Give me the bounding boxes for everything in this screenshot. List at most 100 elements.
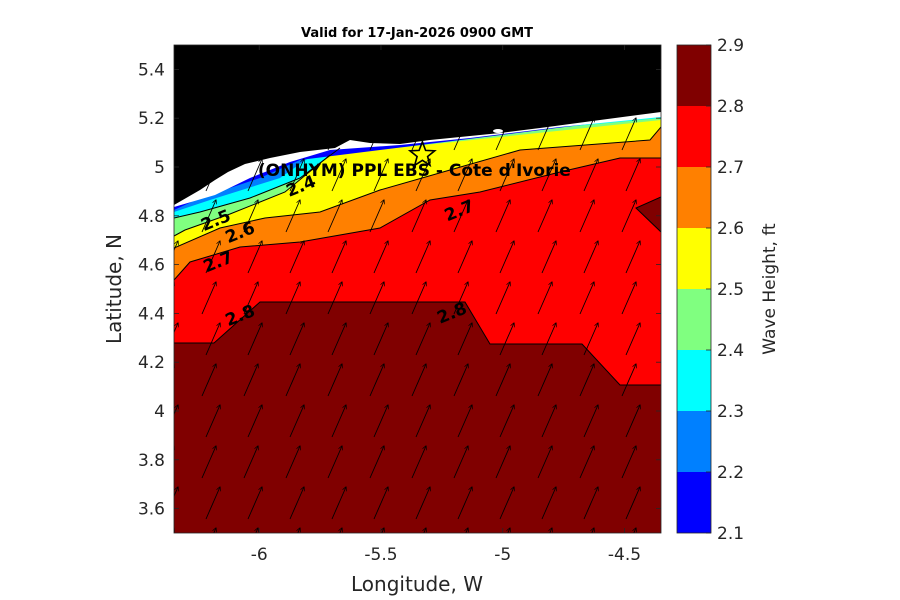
wave-arrow xyxy=(174,77,178,88)
wave-arrow xyxy=(205,405,220,438)
wave-arrow xyxy=(331,487,346,520)
site-star-icon xyxy=(407,139,437,168)
wave-arrow xyxy=(415,487,430,520)
wave-arrow xyxy=(285,364,300,397)
wave-arrow xyxy=(243,446,258,479)
wave-arrow xyxy=(499,487,514,520)
contour-2.4 xyxy=(174,147,341,219)
contour-2.6 xyxy=(174,126,661,249)
x-tick-label: -6 xyxy=(251,545,268,565)
wave-arrow xyxy=(411,364,426,397)
wave-arrow xyxy=(331,405,346,438)
wave-arrow xyxy=(201,200,216,233)
wave-arrow xyxy=(247,77,262,110)
wave-arrow xyxy=(453,118,468,151)
y-axis: 3.6 3.8 4 4.2 4.4 4.6 4.8 5 5.2 5.4 xyxy=(138,60,661,520)
wave-arrow xyxy=(537,364,552,397)
wave-arrow xyxy=(499,323,514,356)
wave-arrow xyxy=(205,241,220,274)
wave-arrow xyxy=(411,446,426,479)
wave-arrow xyxy=(579,364,594,397)
wave-arrow xyxy=(331,159,346,192)
colorbar-tick-label: 2.4 xyxy=(717,341,744,361)
wave-arrow xyxy=(621,118,636,151)
wave-arrow xyxy=(453,200,468,233)
wave-arrow xyxy=(457,159,472,192)
wave-arrow xyxy=(327,282,342,315)
y-tick-label: 4.8 xyxy=(138,207,165,227)
wave-arrow xyxy=(289,487,304,520)
land-mass xyxy=(174,45,661,205)
wave-arrow xyxy=(205,77,220,110)
wave-arrow xyxy=(327,446,342,479)
contour-2.8-east xyxy=(635,196,661,233)
x-tick-label: -5 xyxy=(494,545,511,565)
plot-area: 2.42.52.62.72.72.8 2.8 (ONHYM) PPL EBS - … xyxy=(160,45,661,560)
wave-arrow xyxy=(285,200,300,233)
colorbar-tick-label: 2.6 xyxy=(717,219,744,239)
colorbar-segment xyxy=(677,472,711,533)
wave-arrow xyxy=(289,323,304,356)
wave-arrow xyxy=(331,323,346,356)
wave-arrow xyxy=(243,118,258,151)
wave-arrow xyxy=(247,323,262,356)
wave-arrow xyxy=(205,487,220,520)
wave-arrow xyxy=(247,159,262,192)
wave-arrow xyxy=(579,200,594,233)
wave-arrow xyxy=(285,446,300,479)
wave-arrow xyxy=(373,323,388,356)
wave-arrow xyxy=(537,282,552,315)
wave-arrow xyxy=(373,77,388,110)
wave-arrow xyxy=(541,405,556,438)
wave-arrow xyxy=(174,241,178,252)
wave-arrow xyxy=(327,200,342,233)
wave-arrow xyxy=(160,528,174,560)
wave-arrow xyxy=(457,487,472,520)
wave-arrow xyxy=(495,364,510,397)
wave-arrow xyxy=(541,323,556,356)
wave-arrow xyxy=(457,241,472,274)
wave-arrow xyxy=(289,405,304,438)
wave-arrow xyxy=(174,487,178,498)
wave-arrow xyxy=(621,282,636,315)
colorbar-label: Wave Height, ft xyxy=(760,223,780,355)
wave-arrow xyxy=(247,405,262,438)
wave-arrow xyxy=(205,159,220,192)
site-label: (ONHYM) PPL EBS - Cote d'Ivorie xyxy=(258,161,571,181)
wave-arrow xyxy=(583,405,598,438)
colorbar-tick-label: 2.7 xyxy=(717,158,744,178)
wave-arrow xyxy=(583,323,598,356)
x-tick-label: -5.5 xyxy=(364,545,397,565)
wave-arrow xyxy=(373,241,388,274)
wave-arrow xyxy=(174,159,178,170)
colorbar-segment xyxy=(677,350,711,411)
y-tick-label: 4.6 xyxy=(138,256,165,276)
wave-arrow xyxy=(537,118,552,151)
wave-arrow xyxy=(457,323,472,356)
wave-arrow xyxy=(289,241,304,274)
wave-arrow xyxy=(331,241,346,274)
wave-arrow xyxy=(201,446,216,479)
wave-arrow xyxy=(289,159,304,192)
wave-arrow xyxy=(583,241,598,274)
wave-arrow xyxy=(499,241,514,274)
island xyxy=(230,173,242,179)
wave-arrow xyxy=(499,77,514,110)
wave-arrow xyxy=(625,323,640,356)
y-tick-label: 5.4 xyxy=(138,60,165,80)
colorbar-segment xyxy=(677,167,711,228)
colorbar-tick-label: 2.1 xyxy=(717,524,744,544)
wave-arrow xyxy=(247,241,262,274)
island xyxy=(343,142,357,148)
wave-arrow xyxy=(369,446,384,479)
y-tick-label: 5 xyxy=(154,158,165,178)
colorbar-segment xyxy=(677,289,711,350)
y-tick-label: 3.6 xyxy=(138,500,165,520)
plot-frame xyxy=(173,44,662,534)
contour-2.5 xyxy=(174,154,331,237)
wave-arrow xyxy=(541,159,556,192)
wave-arrow xyxy=(457,77,472,110)
wave-arrow xyxy=(243,282,258,315)
wave-arrow xyxy=(579,282,594,315)
wave-arrow xyxy=(541,77,556,110)
